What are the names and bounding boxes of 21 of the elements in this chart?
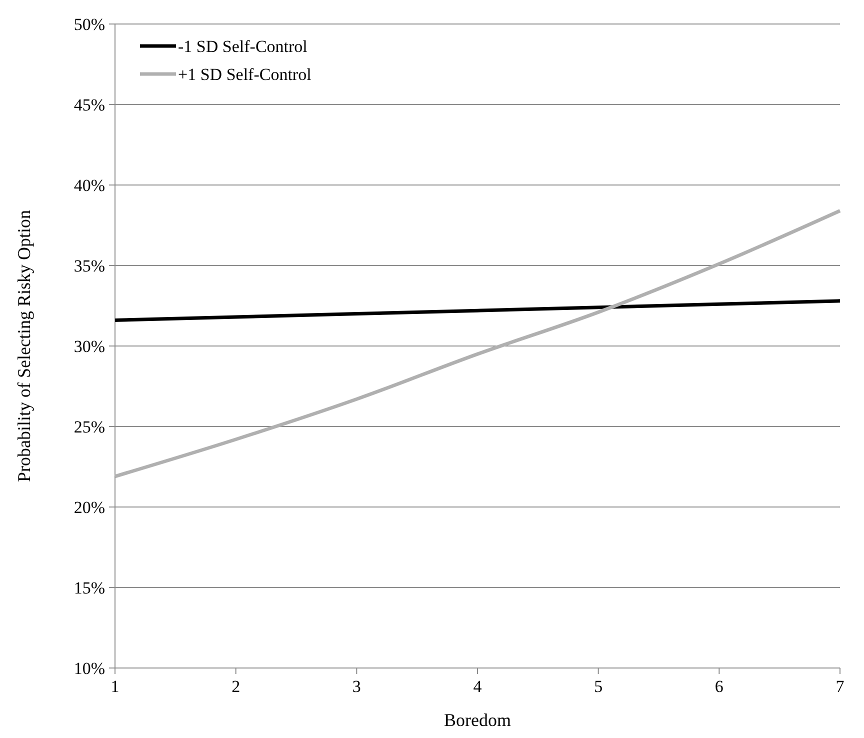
- y-tick-label: 25%: [74, 417, 105, 436]
- legend-label: -1 SD Self-Control: [178, 36, 308, 56]
- y-tick-label: 35%: [74, 256, 105, 276]
- x-tick-label: 7: [836, 677, 845, 696]
- x-tick-label: 2: [232, 677, 240, 696]
- y-tick-label: 10%: [74, 658, 105, 678]
- y-tick-label: 40%: [74, 176, 105, 195]
- y-axis-title: Probability of Selecting Risky Option: [14, 210, 34, 482]
- x-tick-label: 1: [110, 677, 120, 696]
- x-tick-label: 3: [352, 677, 361, 696]
- y-tick-label: 20%: [74, 498, 105, 517]
- line-series: [113, 299, 842, 322]
- y-tick-label: 45%: [74, 95, 105, 114]
- x-tick-label: 5: [594, 677, 603, 696]
- x-axis-title: Boredom: [444, 710, 511, 730]
- x-tick-label: 6: [714, 677, 724, 696]
- y-tick-label: 30%: [74, 336, 105, 356]
- y-tick-label: 15%: [74, 578, 105, 598]
- x-tick-label: 4: [473, 677, 482, 696]
- legend-label: +1 SD Self-Control: [178, 64, 312, 84]
- y-tick-label: 50%: [74, 14, 105, 34]
